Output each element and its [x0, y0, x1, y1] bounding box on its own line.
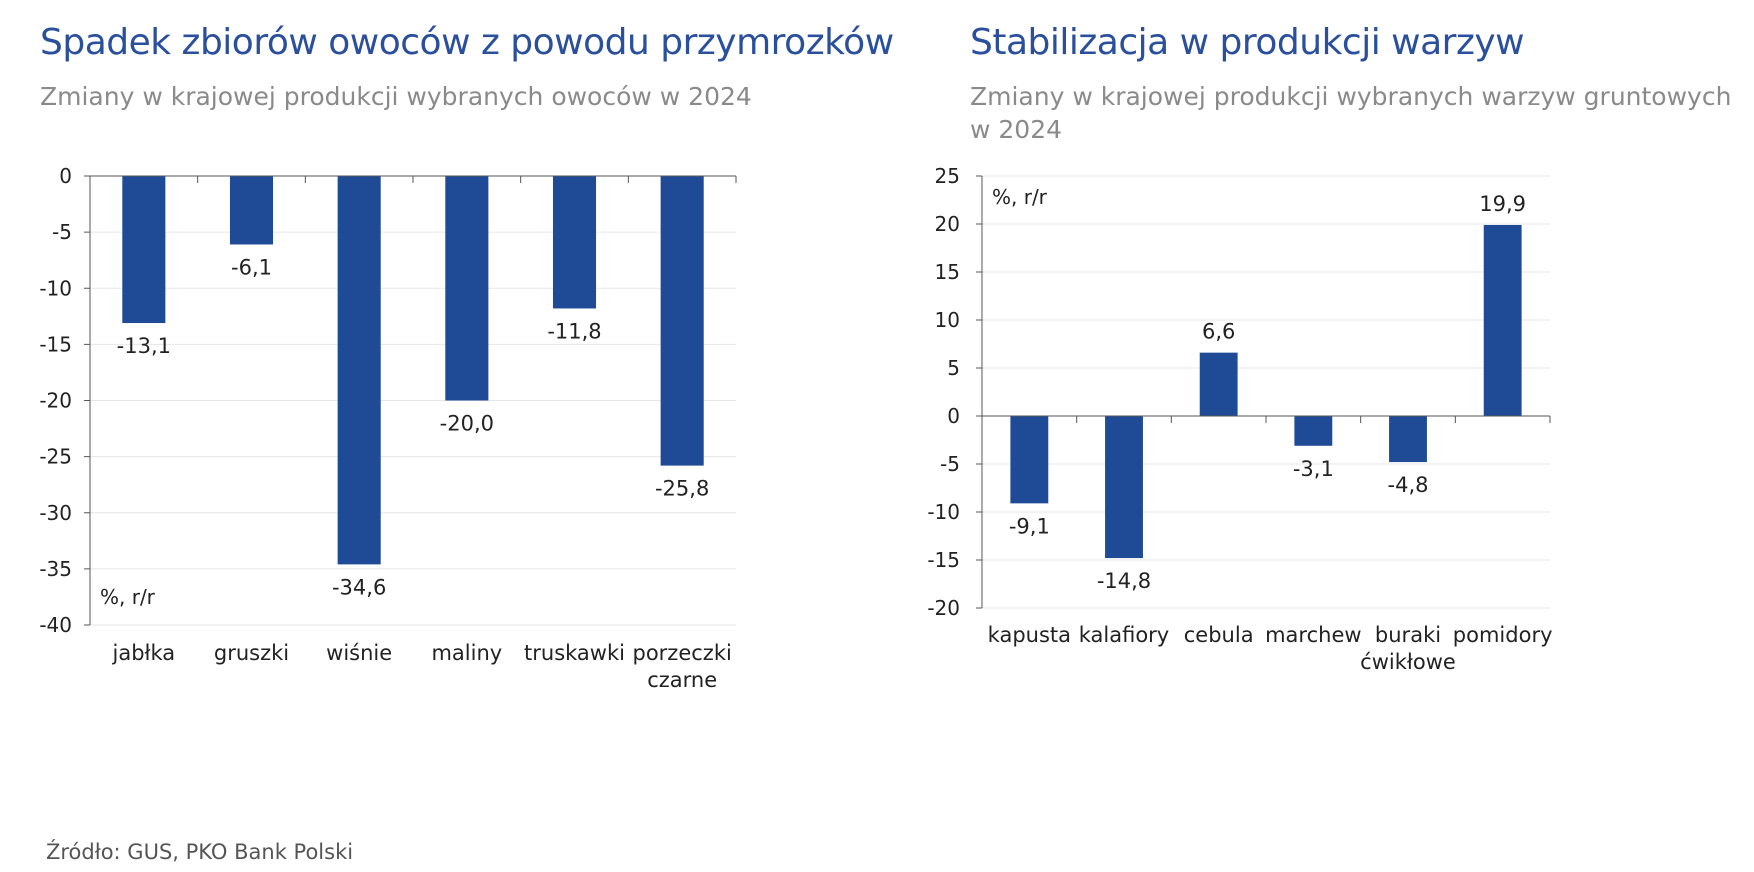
category-label: ćwikłowe	[1360, 650, 1456, 674]
category-label: gruszki	[214, 641, 289, 665]
unit-label: %, r/r	[100, 585, 156, 609]
category-label: czarne	[647, 668, 717, 692]
y-tick-label: -30	[39, 501, 72, 525]
category-label: pomidory	[1453, 623, 1553, 647]
y-tick-label: -15	[39, 332, 72, 356]
y-tick-label: -10	[39, 276, 72, 300]
y-tick-label: 10	[935, 308, 960, 332]
chart-title: Stabilizacja w produkcji warzyw	[970, 22, 1525, 63]
bar	[445, 176, 489, 401]
data-label: -3,1	[1293, 457, 1334, 481]
y-tick-label: 5	[947, 356, 960, 380]
data-label: -25,8	[655, 477, 709, 501]
category-label: marchew	[1265, 623, 1361, 647]
data-label: -9,1	[1009, 514, 1050, 538]
fruit-bar-chart: 0 -5 -10 -15 -20 -25 -30 -35 -40 -13,1 jabłka -6,1 g…	[39, 164, 737, 692]
y-tick-label: -10	[927, 500, 960, 524]
category-label: jabłka	[111, 641, 175, 665]
data-label: 6,6	[1202, 320, 1235, 344]
bar	[337, 176, 381, 565]
category-label: wiśnie	[326, 641, 392, 665]
data-label: -34,6	[332, 575, 386, 599]
category-label: kalafiory	[1079, 623, 1170, 647]
bar	[1483, 224, 1522, 416]
category-label: buraki	[1375, 623, 1441, 647]
y-tick-label: 25	[935, 164, 960, 188]
y-tick-label: -35	[39, 557, 72, 581]
bar	[552, 176, 597, 309]
source-note: Źródło: GUS, PKO Bank Polski	[46, 840, 354, 864]
y-tick-label: -15	[927, 548, 960, 572]
chart-subtitle: Zmiany w krajowej produkcji wybranych wa…	[970, 82, 1732, 144]
chart-subtitle: Zmiany w krajowej produkcji wybranych ow…	[40, 82, 752, 111]
y-tick-label: -20	[39, 389, 72, 413]
y-tick-label: -20	[927, 596, 960, 620]
y-tick-label: -40	[39, 613, 72, 637]
y-tick-label: 20	[935, 212, 960, 236]
data-label: 19,9	[1479, 192, 1526, 216]
category-label: truskawki	[524, 641, 625, 665]
category-label: kapusta	[988, 623, 1071, 647]
category-label: cebula	[1184, 623, 1254, 647]
y-tick-label: 0	[947, 404, 960, 428]
bar	[122, 176, 166, 324]
category-label: porzeczki	[633, 641, 732, 665]
y-tick-label: 0	[59, 164, 72, 188]
bar	[1199, 352, 1238, 416]
category-label: maliny	[431, 641, 502, 665]
data-label: -13,1	[117, 334, 171, 358]
bar	[1105, 416, 1143, 559]
bar	[1294, 416, 1333, 446]
vegetable-bar-chart: 25 20 15 10 5 0 -5 -10 -15 -20 -9,1 kapusta -14,8 kal…	[927, 164, 1553, 674]
y-tick-label: -25	[39, 445, 72, 469]
bar	[229, 176, 274, 245]
data-label: -20,0	[440, 412, 494, 436]
y-tick-label: -5	[52, 220, 72, 244]
unit-label: %, r/r	[992, 185, 1048, 209]
y-tick-label: 15	[935, 260, 960, 284]
data-label: -4,8	[1388, 473, 1429, 497]
bar	[1010, 416, 1049, 504]
y-tick-label: -5	[940, 452, 960, 476]
data-label: -6,1	[231, 255, 272, 279]
data-label: -14,8	[1097, 569, 1151, 593]
bar	[1389, 416, 1427, 463]
chart-title: Spadek zbiorów owoców z powodu przymrozk…	[40, 22, 894, 63]
bar	[660, 176, 704, 466]
data-label: -11,8	[547, 319, 601, 343]
